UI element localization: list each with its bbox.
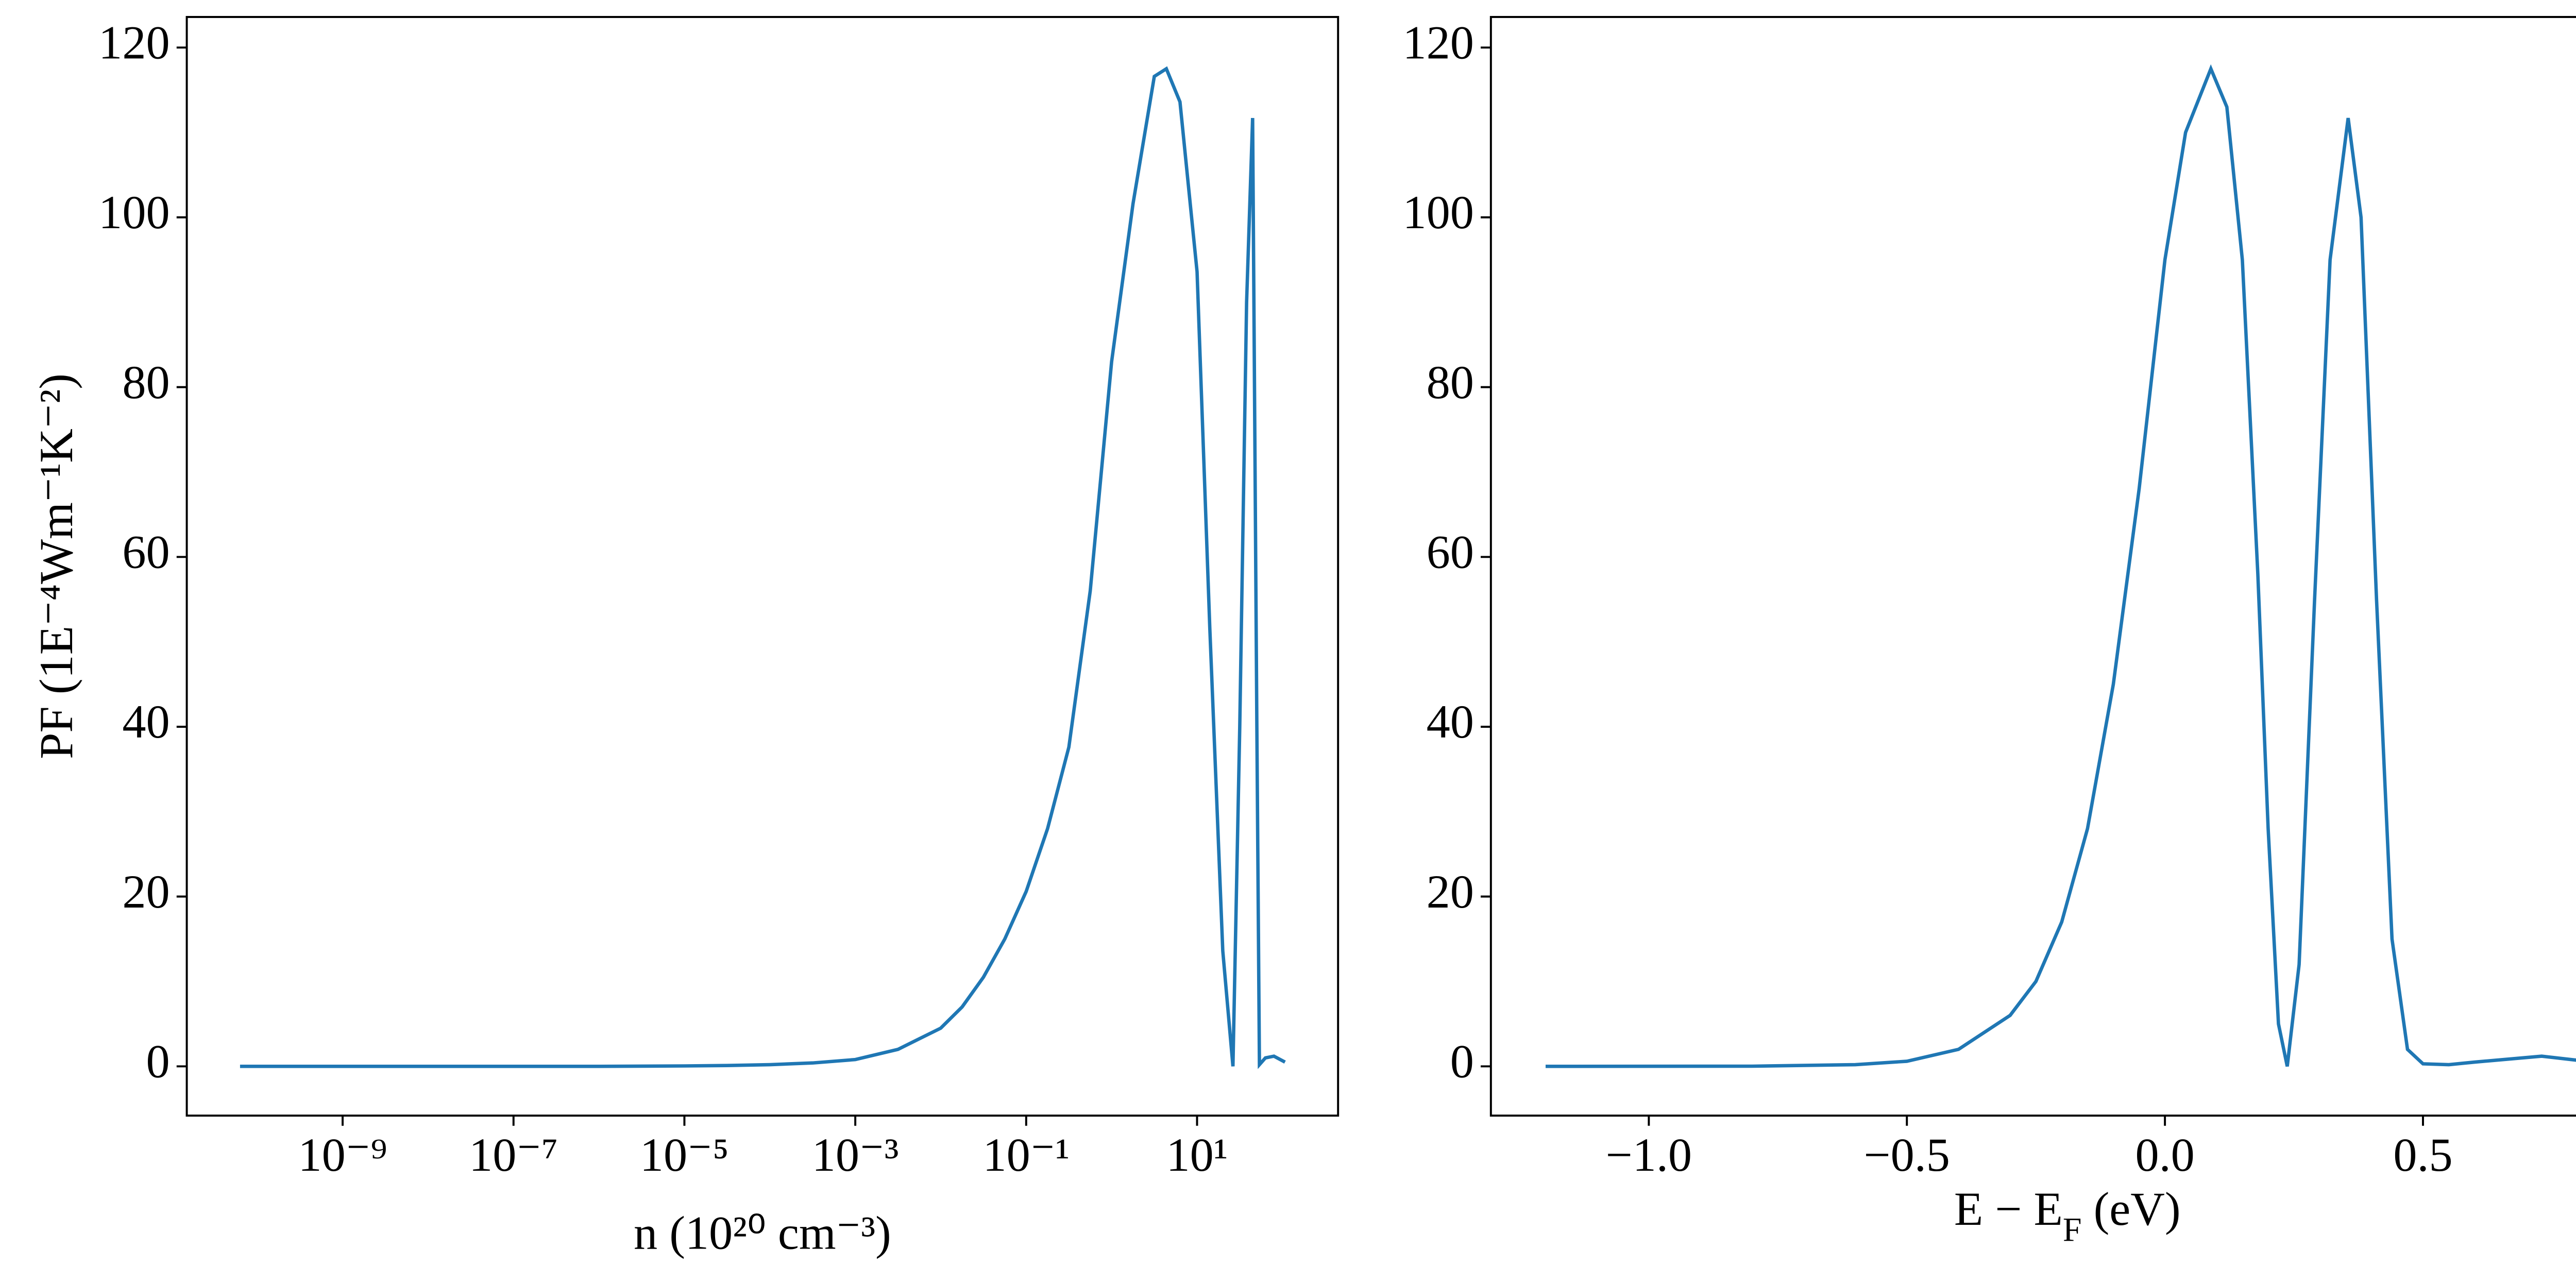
y-tick-label: 20	[122, 865, 170, 918]
x-axis-label: n (10²⁰ cm⁻³)	[634, 1206, 891, 1259]
x-tick-label: −0.5	[1864, 1129, 1950, 1181]
y-tick-label: 120	[1402, 16, 1473, 69]
x-tick-label: 10⁻⁷	[469, 1129, 558, 1181]
x-axis-label-part: (eV)	[2082, 1183, 2181, 1235]
x-tick-label: 0.0	[2135, 1129, 2194, 1181]
y-tick-label: 60	[1427, 525, 1474, 578]
x-axis-label: E − EF (eV)	[1954, 1183, 2181, 1248]
y-tick-label: 100	[98, 186, 170, 238]
y-tick-label: 0	[146, 1035, 170, 1088]
x-tick-label: 10⁻¹	[982, 1129, 1070, 1181]
y-tick-label: 40	[122, 695, 170, 748]
data-line	[240, 66, 1286, 1069]
y-tick-label: 0	[1450, 1035, 1474, 1088]
x-tick-label: −1.0	[1606, 1129, 1692, 1181]
y-tick-label: 80	[122, 356, 170, 408]
x-tick-label: 0.5	[2393, 1129, 2452, 1181]
plot-frame	[185, 15, 1340, 1117]
x-axis-label-part: F	[2063, 1211, 2082, 1249]
plot-frame	[1489, 15, 2576, 1117]
y-tick-label: 40	[1427, 695, 1474, 748]
data-line	[1546, 64, 2576, 1068]
x-tick-label: 10⁻³	[812, 1129, 899, 1181]
x-tick-label: 10⁻⁵	[640, 1129, 729, 1181]
x-axis-label-part: E − E	[1954, 1183, 2063, 1235]
y-tick-label: 60	[122, 525, 170, 578]
y-axis-label: PF (1E⁻⁴Wm⁻¹K⁻²)	[30, 373, 82, 759]
y-tick-label: 80	[1427, 356, 1474, 408]
y-tick-label: 20	[1427, 865, 1474, 918]
y-tick-label: 100	[1402, 186, 1473, 238]
y-tick-label: 120	[98, 16, 170, 69]
x-tick-label: 10⁻⁹	[298, 1129, 387, 1181]
x-tick-label: 10¹	[1166, 1129, 1228, 1181]
